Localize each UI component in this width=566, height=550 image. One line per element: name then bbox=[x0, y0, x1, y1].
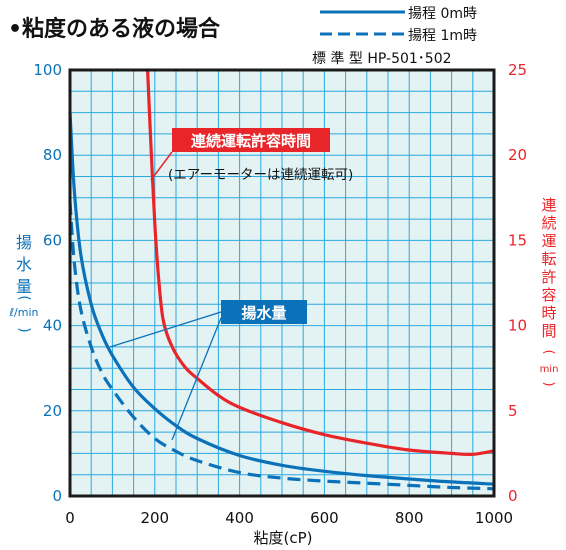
annotation-flow: 揚水量 bbox=[109, 300, 307, 441]
y-left-tick-label: 100 bbox=[33, 61, 62, 79]
y-left-label-unit: ℓ/min bbox=[9, 306, 39, 319]
chart-title: •粘度のある液の場合 bbox=[8, 16, 221, 42]
y-right-tick-label: 15 bbox=[508, 231, 527, 249]
y-right-tick-label: 10 bbox=[508, 317, 527, 335]
y-right-label-char: 連 bbox=[541, 196, 556, 214]
y-right-label-char: 容 bbox=[541, 286, 556, 304]
y-left-tick-label: 20 bbox=[43, 402, 62, 420]
annotation-time: 連続運転許容時間 (エアーモーターは連続運転可) bbox=[150, 128, 353, 183]
y-right-tick-label: 25 bbox=[508, 61, 527, 79]
x-tick-label: 400 bbox=[225, 509, 254, 527]
y-left-paren-open: ( bbox=[16, 295, 32, 300]
y-left-label-char: 水 bbox=[16, 255, 32, 274]
legend: 揚程 0m時 揚程 1m時 bbox=[320, 5, 477, 44]
legend-label-1m: 揚程 1m時 bbox=[408, 27, 477, 44]
y-right-label-char: 続 bbox=[541, 214, 556, 232]
plot-frame bbox=[68, 68, 496, 498]
x-axis-label: 粘度(cP) bbox=[254, 529, 313, 547]
y-left-tick-label: 80 bbox=[43, 146, 62, 164]
y-axis-label-right: 連続運転許容時間 ( min) bbox=[540, 196, 559, 387]
y-right-paren-open: ( bbox=[541, 349, 556, 354]
flow-label-box bbox=[221, 300, 307, 324]
series-line-2 bbox=[146, 69, 495, 457]
x-tick-label: 600 bbox=[310, 509, 339, 527]
y-right-label-char: 転 bbox=[541, 250, 556, 268]
y-right-label-char: 許 bbox=[541, 268, 556, 286]
x-tick-label: 0 bbox=[65, 509, 75, 527]
time-leader-line bbox=[150, 151, 173, 181]
y-right-tick-label: 0 bbox=[508, 487, 518, 505]
y-right-label-char: 運 bbox=[541, 232, 556, 250]
flow-leader-line-2 bbox=[171, 317, 222, 441]
y-left-label-char: 揚 bbox=[16, 233, 32, 252]
y-left-paren-close: ) bbox=[16, 327, 32, 332]
y-right-paren-close: ) bbox=[541, 381, 556, 386]
flow-label: 揚水量 bbox=[241, 304, 286, 322]
y-right-label-char: 時 bbox=[541, 304, 556, 322]
series-line-1 bbox=[68, 201, 495, 491]
y-right-label-unit: min bbox=[540, 364, 559, 375]
flow-leader-line-1 bbox=[109, 311, 222, 348]
time-label-box bbox=[172, 128, 330, 152]
model-label: 標 準 型 HP-501･502 bbox=[312, 51, 452, 67]
series-line-0 bbox=[68, 112, 495, 486]
x-tick-label: 200 bbox=[140, 509, 169, 527]
y-right-label-char: 間 bbox=[541, 322, 556, 340]
x-tick-label: 800 bbox=[395, 509, 424, 527]
time-note: (エアーモーターは連続運転可) bbox=[168, 167, 353, 183]
y-right-tick-label: 5 bbox=[508, 402, 518, 420]
x-tick-label: 1000 bbox=[475, 509, 513, 527]
y-axis-label-left: 揚水量 ℓ/min () bbox=[9, 233, 39, 333]
y-left-tick-label: 60 bbox=[43, 231, 62, 249]
y-left-tick-label: 40 bbox=[43, 317, 62, 335]
y-left-tick-label: 0 bbox=[52, 487, 62, 505]
legend-label-0m: 揚程 0m時 bbox=[408, 5, 477, 22]
y-right-tick-label: 20 bbox=[508, 146, 527, 164]
time-label: 連続運転許容時間 bbox=[191, 132, 311, 150]
y-left-label-char: 量 bbox=[16, 277, 32, 296]
series-layer bbox=[68, 69, 495, 491]
